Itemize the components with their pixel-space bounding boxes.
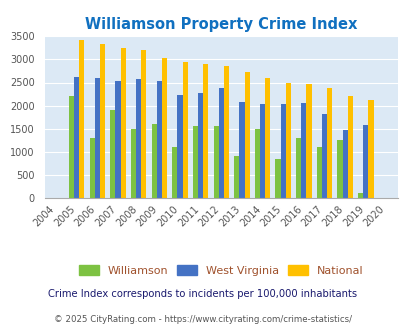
Bar xyxy=(321,114,326,198)
Bar xyxy=(120,48,126,198)
Bar xyxy=(295,138,301,198)
Bar xyxy=(79,40,84,198)
Bar xyxy=(136,79,141,198)
Bar xyxy=(90,138,94,198)
Text: © 2025 CityRating.com - https://www.cityrating.com/crime-statistics/: © 2025 CityRating.com - https://www.city… xyxy=(54,315,351,324)
Bar xyxy=(94,78,100,198)
Bar xyxy=(172,147,177,198)
Bar xyxy=(115,82,120,198)
Bar xyxy=(141,50,146,198)
Text: Crime Index corresponds to incidents per 100,000 inhabitants: Crime Index corresponds to incidents per… xyxy=(48,289,357,299)
Bar xyxy=(130,129,136,198)
Bar xyxy=(156,82,162,198)
Bar xyxy=(357,193,362,198)
Bar xyxy=(368,100,373,198)
Legend: Williamson, West Virginia, National: Williamson, West Virginia, National xyxy=(74,260,367,280)
Bar xyxy=(244,72,249,198)
Bar xyxy=(74,77,79,198)
Bar xyxy=(259,104,264,198)
Bar xyxy=(264,78,270,198)
Bar xyxy=(301,103,306,198)
Bar xyxy=(177,95,182,198)
Bar xyxy=(280,104,285,198)
Bar xyxy=(234,156,239,198)
Bar xyxy=(362,125,368,198)
Bar xyxy=(213,126,218,198)
Bar xyxy=(218,88,223,198)
Bar xyxy=(306,84,311,198)
Bar xyxy=(100,44,105,198)
Bar xyxy=(69,96,74,198)
Bar xyxy=(285,82,290,198)
Title: Williamson Property Crime Index: Williamson Property Crime Index xyxy=(85,17,356,32)
Bar xyxy=(254,129,259,198)
Bar xyxy=(151,124,156,198)
Bar xyxy=(326,88,331,198)
Bar xyxy=(342,130,347,198)
Bar xyxy=(275,159,280,198)
Bar xyxy=(110,110,115,198)
Bar xyxy=(316,147,321,198)
Bar xyxy=(192,126,198,198)
Bar xyxy=(182,62,187,198)
Bar xyxy=(202,64,208,198)
Bar xyxy=(239,102,244,198)
Bar xyxy=(198,93,202,198)
Bar xyxy=(162,58,166,198)
Bar xyxy=(223,66,228,198)
Bar xyxy=(347,96,352,198)
Bar xyxy=(337,140,342,198)
